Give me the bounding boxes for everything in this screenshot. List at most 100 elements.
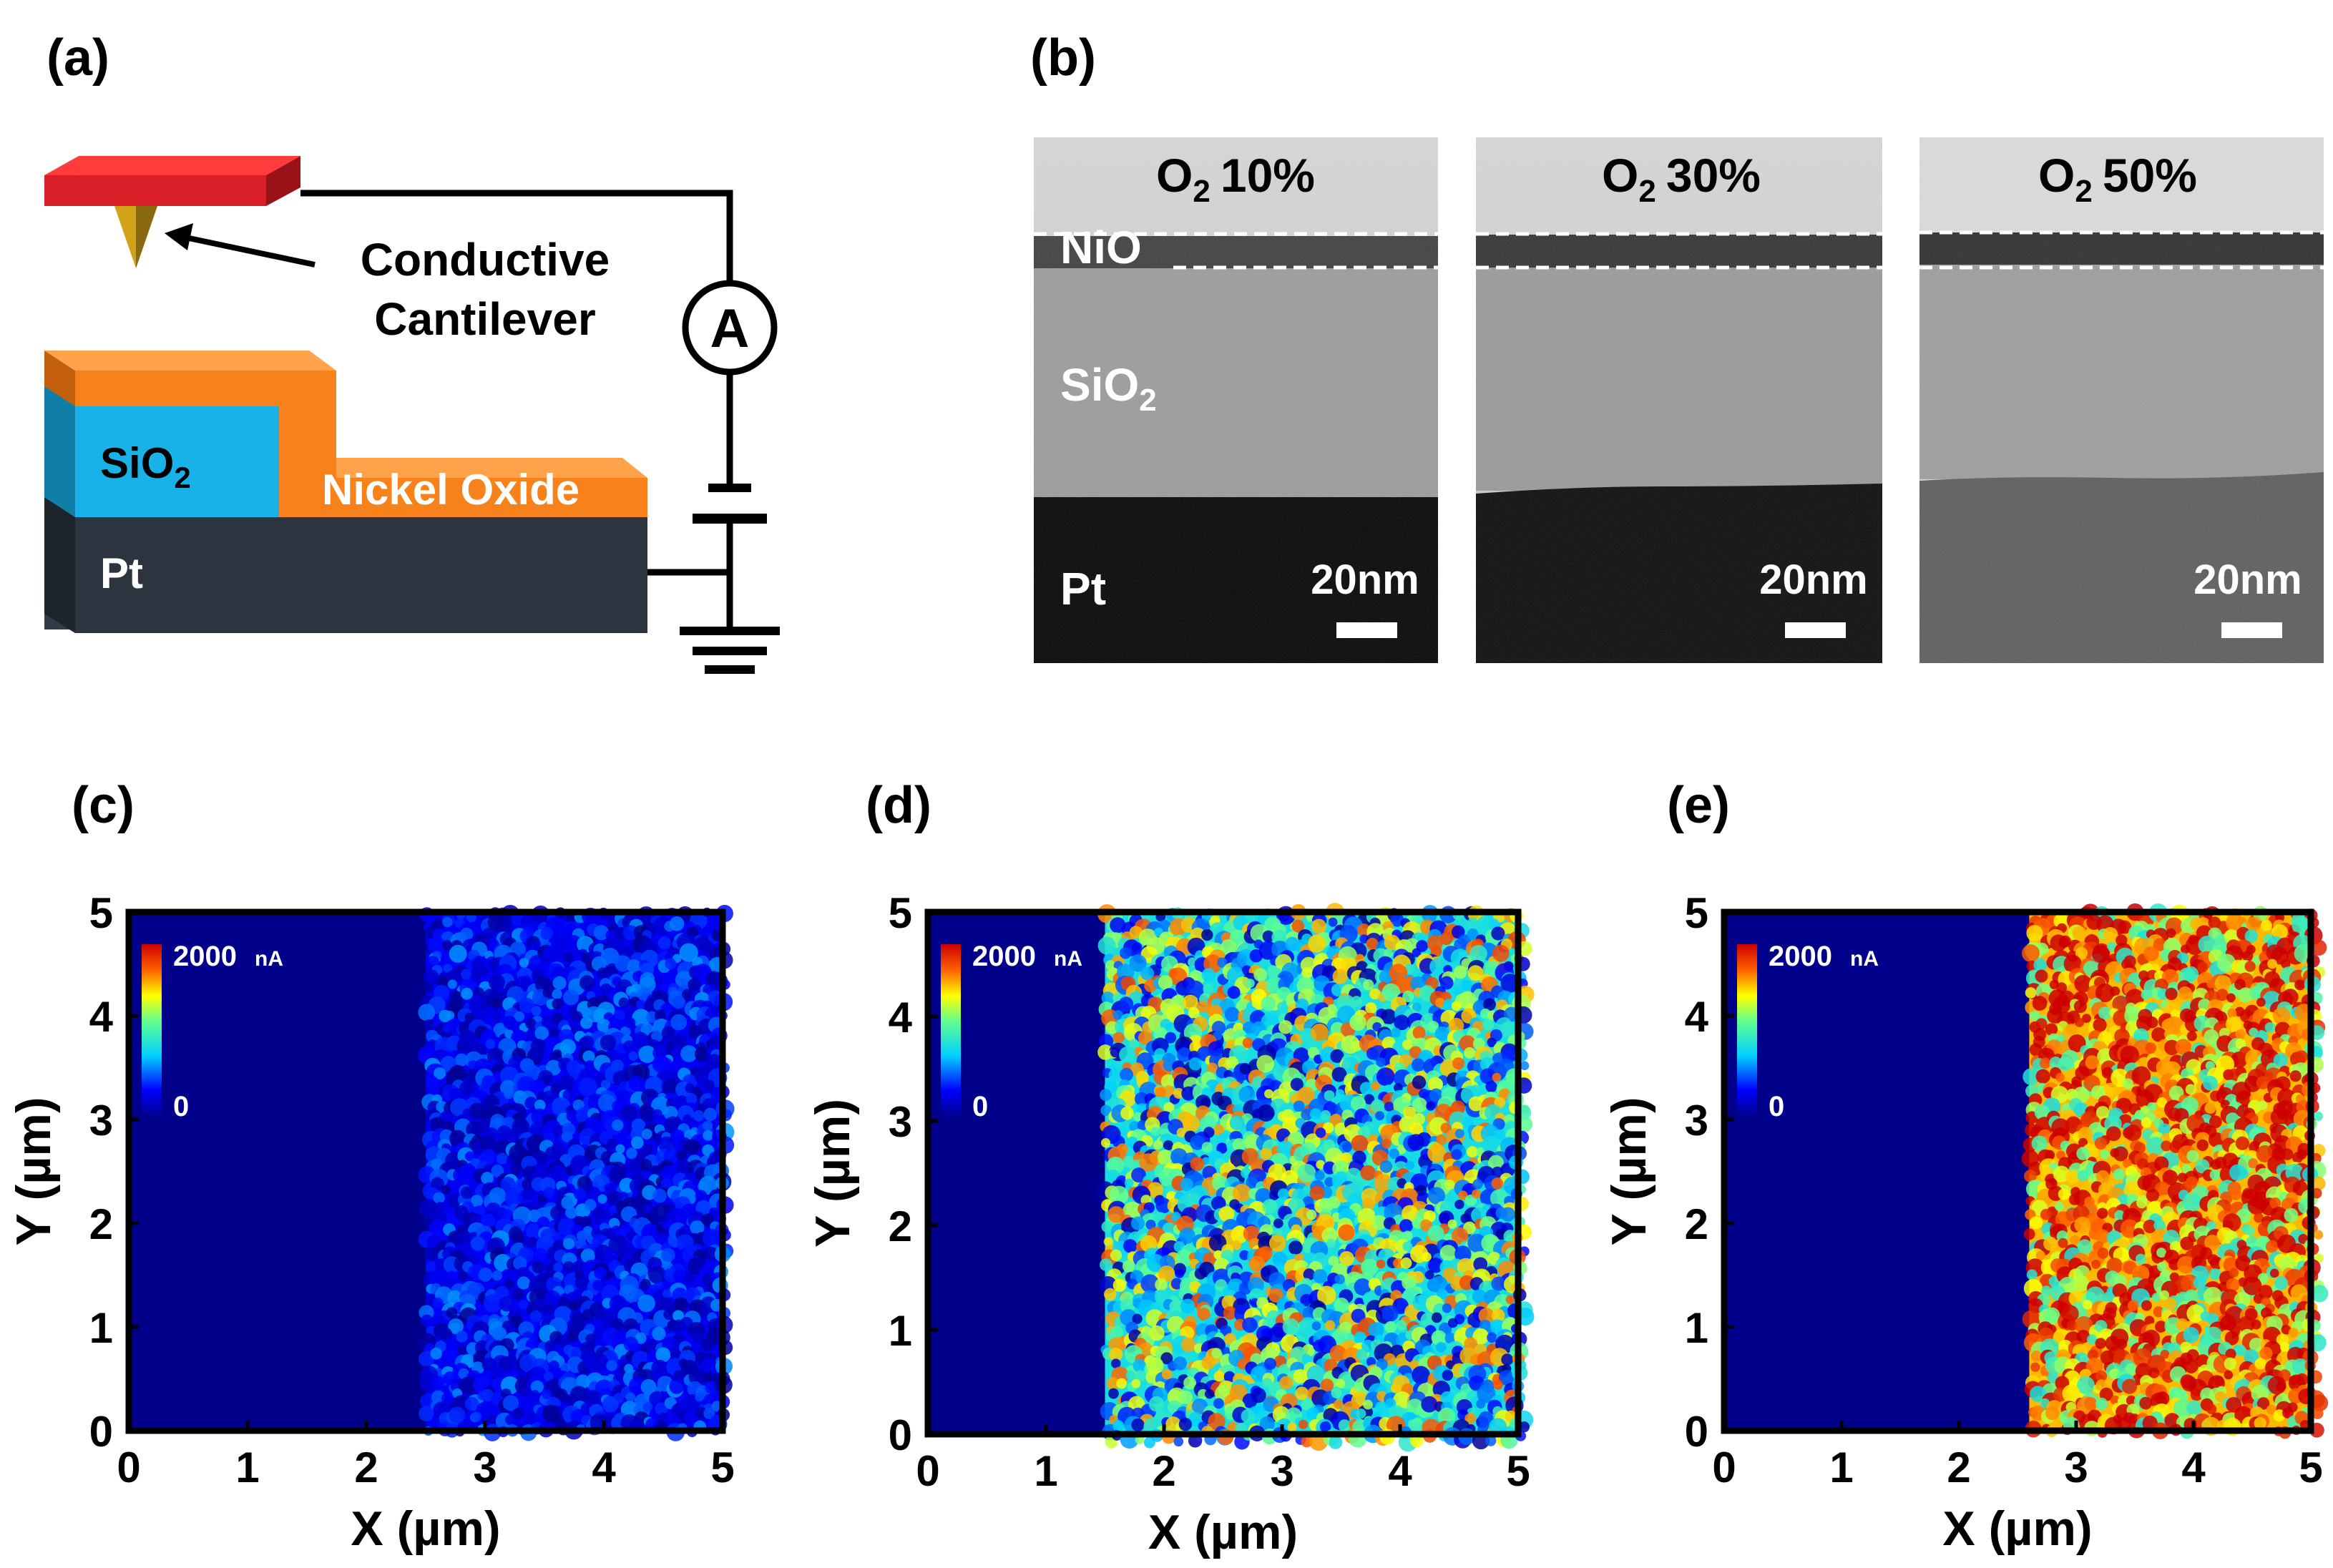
heatmap-speckle bbox=[502, 1015, 517, 1029]
heatmap-speckle bbox=[2077, 1170, 2089, 1182]
x-tick-label: 3 bbox=[1270, 1447, 1293, 1495]
heatmap-speckle bbox=[2055, 1072, 2065, 1082]
heatmap-speckle bbox=[1356, 1348, 1368, 1361]
heatmap-speckle bbox=[2054, 1202, 2064, 1212]
heatmap-speckle bbox=[2147, 1102, 2157, 1112]
heatmap-speckle bbox=[1310, 1023, 1329, 1042]
heatmap-speckle bbox=[529, 1047, 544, 1061]
heatmap-speckle bbox=[1360, 1165, 1376, 1181]
heatmap-speckle bbox=[1482, 1019, 1494, 1031]
heatmap-speckle bbox=[1493, 1379, 1503, 1390]
heatmap-speckle bbox=[688, 978, 701, 991]
heatmap-speckle bbox=[2091, 1259, 2101, 1269]
heatmap-speckle bbox=[680, 1045, 698, 1062]
heatmap-speckle bbox=[490, 996, 502, 1009]
heatmap-speckle bbox=[443, 964, 453, 974]
heatmap-speckle bbox=[504, 1279, 515, 1290]
heatmap-speckle bbox=[1427, 1225, 1444, 1242]
heatmap-speckle bbox=[1434, 997, 1446, 1008]
heatmap-speckle bbox=[549, 1165, 566, 1182]
heatmap-speckle bbox=[2023, 1228, 2035, 1240]
ammeter-label: A bbox=[710, 298, 750, 359]
heatmap-speckle bbox=[1427, 1144, 1447, 1163]
heatmap-speckle bbox=[425, 1076, 439, 1089]
heatmap-speckle bbox=[531, 1006, 542, 1016]
heatmap-speckle bbox=[597, 1194, 607, 1204]
heatmap-speckle bbox=[2145, 1042, 2157, 1054]
heatmap-speckle bbox=[513, 1256, 527, 1270]
heatmap-speckle bbox=[650, 1165, 660, 1175]
heatmap-speckle bbox=[552, 976, 567, 990]
heatmap-speckle bbox=[1381, 983, 1401, 1002]
heatmap-speckle bbox=[1381, 1138, 1392, 1149]
heatmap-speckle bbox=[1298, 1419, 1309, 1429]
ground-icon bbox=[680, 627, 780, 674]
heatmap-speckle bbox=[703, 1130, 714, 1141]
heatmap-speckle bbox=[652, 1326, 666, 1341]
heatmap-speckle bbox=[585, 1389, 601, 1406]
heatmap-speckle bbox=[1203, 984, 1214, 994]
heatmap-speckle bbox=[532, 1260, 545, 1274]
heatmap-speckle bbox=[421, 1314, 434, 1327]
heatmap-speckle bbox=[427, 936, 446, 955]
heatmap-speckle bbox=[1100, 1138, 1111, 1148]
heatmap-speckle bbox=[2256, 997, 2266, 1007]
panel-label-e: (e) bbox=[1667, 777, 1730, 834]
heatmap-speckle bbox=[2094, 1137, 2108, 1150]
heatmap-speckle bbox=[519, 997, 535, 1014]
heatmap-speckle bbox=[478, 1119, 491, 1133]
heatmap-speckle bbox=[592, 1280, 605, 1292]
heatmap-speckle bbox=[597, 1094, 616, 1112]
heatmap-speckle bbox=[497, 1125, 512, 1141]
heatmap-speckle bbox=[448, 1318, 464, 1335]
y-tick-label: 0 bbox=[889, 1411, 912, 1459]
heatmap-speckle bbox=[1467, 928, 1479, 941]
heatmap-speckle bbox=[1279, 1376, 1293, 1390]
heatmap-speckle bbox=[1309, 1108, 1322, 1120]
heatmap-speckle bbox=[1140, 966, 1155, 981]
heatmap-speckle bbox=[1161, 1368, 1173, 1380]
heatmap-speckle bbox=[1467, 917, 1479, 930]
heatmap-speckle bbox=[639, 1105, 656, 1122]
heatmap-speckle bbox=[1100, 1258, 1112, 1271]
heatmap-speckle bbox=[690, 1220, 705, 1235]
heatmap-speckle bbox=[1412, 1002, 1422, 1012]
heatmap-speckle bbox=[1130, 1216, 1145, 1230]
heatmap-speckle bbox=[2241, 950, 2254, 962]
heatmap-speckle bbox=[2226, 993, 2236, 1003]
heatmap-speckle bbox=[2267, 959, 2277, 969]
x-axis-label: X (µm) bbox=[1148, 1505, 1298, 1559]
heatmap-speckle bbox=[1227, 986, 1241, 999]
heatmap-speckle bbox=[1297, 1163, 1316, 1183]
heatmap-speckle bbox=[1119, 947, 1132, 959]
tem-3-o2-label: O2 50% bbox=[2038, 149, 2197, 209]
heatmap-speckle bbox=[1324, 1090, 1335, 1102]
heatmap-speckle bbox=[1309, 1185, 1325, 1201]
heatmap-speckle bbox=[432, 1297, 444, 1309]
heatmap-speckle bbox=[688, 1278, 699, 1288]
heatmap-speckle bbox=[578, 1077, 597, 1097]
heatmap-speckle bbox=[1301, 966, 1314, 979]
heatmap-speckle bbox=[2095, 1106, 2110, 1119]
heatmap-speckle bbox=[1120, 1106, 1134, 1120]
heatmap-speckle bbox=[543, 1187, 555, 1199]
heatmap-speckle bbox=[1454, 1129, 1464, 1139]
heatmap-speckle bbox=[1288, 1240, 1303, 1255]
heatmap-speckle bbox=[454, 1053, 469, 1067]
heatmap-speckle bbox=[2183, 1193, 2202, 1212]
heatmap-speckle bbox=[431, 1177, 444, 1191]
heatmap-speckle bbox=[512, 1408, 524, 1419]
heatmap-speckle bbox=[681, 989, 693, 1001]
heatmap-speckle bbox=[517, 1076, 537, 1095]
heatmap-speckle bbox=[542, 1389, 552, 1400]
heatmap-speckle bbox=[2269, 1268, 2279, 1278]
heatmap-speckle bbox=[491, 1165, 504, 1177]
heatmap-speckle bbox=[1112, 1032, 1125, 1044]
heatmap-speckle bbox=[1369, 988, 1381, 1000]
heatmap-speckle bbox=[1110, 1249, 1123, 1262]
heatmap-speckle bbox=[1402, 990, 1414, 1002]
heatmap-speckle bbox=[519, 958, 529, 968]
sio2-label: SiO2 bbox=[100, 439, 191, 494]
heatmap-speckle bbox=[431, 1390, 446, 1405]
heatmap-speckle bbox=[1491, 1276, 1506, 1291]
